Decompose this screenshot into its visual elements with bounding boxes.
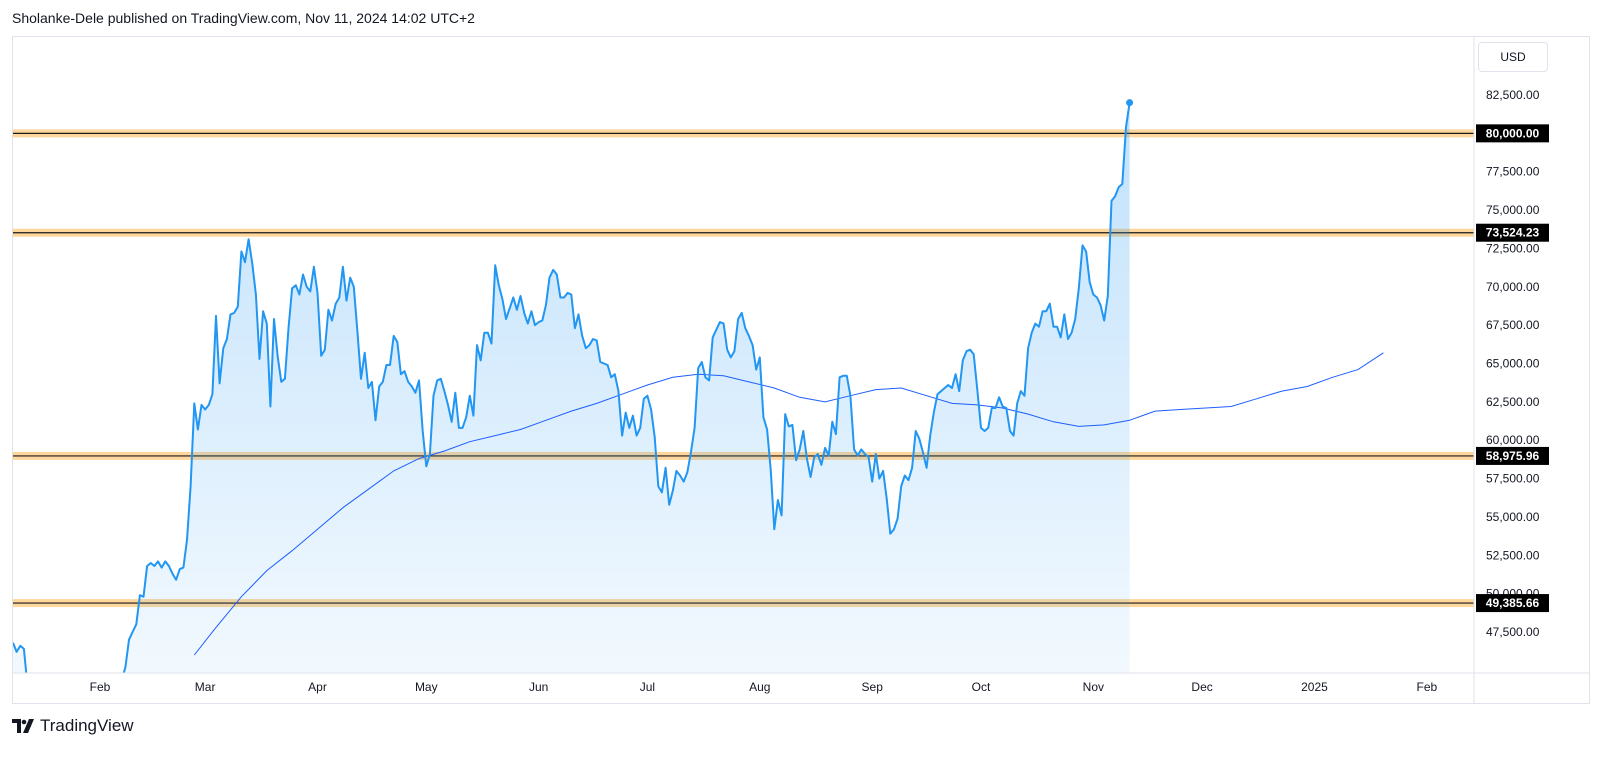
y-tick-label: 57,500.00 [1486,472,1540,486]
price-line [13,102,1131,673]
level-label-bg-3 [1476,594,1549,613]
level-label-1: 73,524.23 [1486,226,1540,240]
level-label-3: 49,385.66 [1486,596,1540,610]
x-tick-label: May [415,680,438,694]
level-label-bg-2 [1476,446,1549,465]
moving-average-line [193,352,1384,656]
y-tick-label: 72,500.00 [1486,241,1540,255]
x-tick-label: 2025 [1301,680,1328,694]
x-tick-label: Jul [640,680,655,694]
currency-button[interactable]: USD [1478,42,1548,72]
level-label-bg-0 [1476,124,1549,143]
level-label-bg-1 [1476,223,1549,242]
publish-header: Sholanke-Dele published on TradingView.c… [12,10,475,26]
last-price-marker [1126,99,1134,107]
x-tick-label: Mar [195,680,216,694]
x-tick-label: Feb [90,680,111,694]
x-tick-label: Aug [749,680,770,694]
y-tick-label: 60,000.00 [1486,433,1540,447]
level-label-2: 58,975.96 [1486,449,1540,463]
y-tick-label: 62,500.00 [1486,395,1540,409]
y-tick-label: 52,500.00 [1486,548,1540,562]
y-tick-label: 47,500.00 [1486,625,1540,639]
y-tick-label: 75,000.00 [1486,203,1540,217]
y-tick-label: 65,000.00 [1486,357,1540,371]
x-tick-label: Apr [308,680,327,694]
price-area-fill [13,102,1130,673]
level-label-0: 80,000.00 [1486,126,1540,140]
chart-frame [12,36,1590,704]
brand-name: TradingView [40,716,134,735]
y-tick-label: 55,000.00 [1486,510,1540,524]
time-axis[interactable]: Feb Mar Apr May Jun Jul Aug Sep Oct Nov Dec 2025 Feb [90,680,1438,694]
y-tick-label: 70,000.00 [1486,280,1540,294]
x-tick-label: Nov [1083,680,1104,694]
y-tick-label: 82,500.00 [1486,88,1540,102]
x-tick-label: Dec [1191,680,1212,694]
y-tick-label: 67,500.00 [1486,318,1540,332]
tradingview-brand[interactable]: TradingView [12,716,134,736]
x-tick-label: Sep [862,680,884,694]
x-tick-label: Oct [972,680,991,694]
tradingview-logo-icon [12,719,34,733]
x-tick-label: Feb [1417,680,1438,694]
x-tick-label: Jun [529,680,548,694]
y-tick-label: 77,500.00 [1486,165,1540,179]
price-axis[interactable]: 47,500.0050,000.0052,500.0055,000.0057,5… [1486,88,1540,639]
